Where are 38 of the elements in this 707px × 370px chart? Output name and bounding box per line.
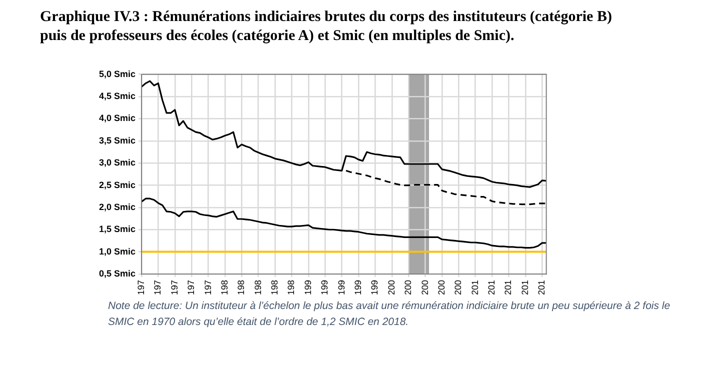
x-tick-label: 197 [186,280,196,296]
x-tick-label: 201 [486,280,497,296]
x-tick-label: 199 [320,280,330,296]
x-tick-label: 197 [169,280,180,296]
x-tick-label: 197 [202,280,213,296]
y-tick-label: 4,0 Smic [98,113,136,124]
x-tick-label: 198 [252,280,263,296]
y-tick-label: 2,0 Smic [98,202,136,212]
y-tick-label: 3,0 Smic [98,158,136,168]
y-tick-label: 5,0 Smic [98,68,136,79]
x-tick-label: 200 [420,280,430,296]
y-tick-label: 1,0 Smic [98,246,136,256]
line-series [345,170,548,206]
y-tick-label: 3,5 Smic [98,135,136,146]
x-tick-label: 200 [403,280,414,296]
x-tick-label: 198 [236,280,246,296]
y-tick-label: 4,5 Smic [98,91,136,102]
x-tick-label: 198 [219,280,230,296]
text: Note de lecture: Un instituteur à l’échelon le plus bas avait une rémunération indiciaire brute un peu supérieure à 2 fois le SMIC en 1970 alors qu’elle était de l’ordre de 1,2 SMIC en 2018. [108,299,672,330]
x-tick-label: 199 [353,280,364,296]
x-tick-label: 200 [453,280,464,296]
x-tick-label: 199 [336,280,346,296]
x-tick-label: 199 [370,280,380,296]
chart-title: Graphique IV.3 : Rémunérations indiciaires brutes du corps des instituteurs (catégorie B) puis de professeurs des écoles (catégorie A) et Smic (en multiples de Smic). [40,8,613,46]
x-tick-label: 197 [152,280,163,296]
x-tick-label: 201 [470,280,480,296]
x-tick-label: 201 [503,280,514,296]
x-tick-label: 199 [302,280,313,296]
x-tick-label: 201 [536,280,547,296]
x-tick-label: 200 [436,280,446,296]
x-tick-label: 197 [136,280,146,296]
y-tick-label: 2,5 Smic [98,180,136,190]
x-tick-label: 200 [386,280,396,296]
x-tick-label: 198 [286,280,296,296]
x-tick-label: 201 [520,280,530,296]
y-tick-label: 0,5 Smic [98,268,136,278]
x-tick-label: 198 [270,280,280,296]
y-tick-label: 1,5 Smic [98,224,136,234]
